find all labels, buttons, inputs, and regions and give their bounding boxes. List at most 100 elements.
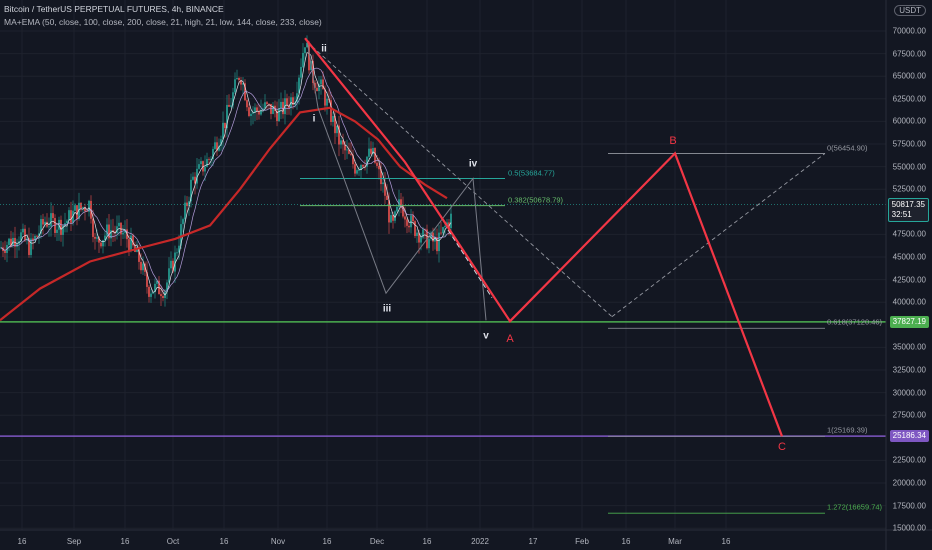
candle-body xyxy=(250,113,252,116)
x-tick-label: Oct xyxy=(166,537,180,546)
candle-body xyxy=(222,122,224,140)
candle-body xyxy=(392,215,394,221)
candle-body xyxy=(152,292,154,294)
candle-body xyxy=(402,205,404,217)
candle-body xyxy=(296,93,298,103)
candle-body xyxy=(76,205,78,219)
candle-body xyxy=(66,220,68,224)
candle-body xyxy=(118,222,120,227)
candle-body xyxy=(70,210,72,223)
candle-body xyxy=(62,225,64,235)
candle-body xyxy=(420,237,422,243)
candle-body xyxy=(430,232,432,239)
candle-body xyxy=(184,202,186,220)
y-tick-label: 62500.00 xyxy=(892,94,926,104)
currency-badge[interactable]: USDT xyxy=(894,5,926,16)
dashed-wave-extension xyxy=(447,229,493,298)
candle-body xyxy=(252,112,254,114)
y-tick-label: 22500.00 xyxy=(892,455,926,465)
candle-body xyxy=(278,108,280,122)
x-tick-label: 17 xyxy=(528,537,538,546)
candle-body xyxy=(180,224,182,246)
green-level-tag: 37827.19 xyxy=(889,316,929,328)
candle-body xyxy=(330,100,332,122)
candle-body xyxy=(422,229,424,238)
candle-body xyxy=(72,210,74,223)
candle-body xyxy=(108,224,110,239)
candle-body xyxy=(106,224,108,236)
fib-label-1: 1(25169.39) xyxy=(827,425,868,435)
candle-body xyxy=(218,145,220,151)
candle-body xyxy=(28,238,30,255)
candle-body xyxy=(414,221,416,236)
y-tick-label: 30000.00 xyxy=(892,388,926,398)
x-tick-label: Mar xyxy=(668,537,682,546)
candle-body xyxy=(130,235,132,251)
chart-title[interactable]: Bitcoin / TetherUS PERPETUAL FUTURES, 4h… xyxy=(4,4,224,14)
candle-body xyxy=(46,221,48,227)
candle-body xyxy=(338,125,340,145)
candle-body xyxy=(172,260,174,272)
candle-body xyxy=(92,218,94,237)
y-tick-label: 15000.00 xyxy=(892,523,926,533)
candle-body xyxy=(210,158,212,160)
candle-body xyxy=(150,293,152,297)
candle-body xyxy=(292,97,294,105)
candle-body xyxy=(368,148,370,157)
candle-body xyxy=(372,148,374,154)
wave-label-iv: iv xyxy=(468,158,478,170)
indicator-legend[interactable]: MA+EMA (50, close, 100, close, 200, clos… xyxy=(4,17,322,27)
candle-body xyxy=(160,294,162,297)
x-tick-label: Sep xyxy=(66,537,82,546)
candle-body xyxy=(40,219,42,234)
candle-body xyxy=(120,222,122,235)
candle-body xyxy=(336,125,338,134)
x-tick-label: 16 xyxy=(219,537,229,546)
candle-body xyxy=(132,235,134,246)
candle-body xyxy=(20,232,22,242)
candle-body xyxy=(370,148,372,154)
candle-body xyxy=(320,79,322,85)
y-tick-label: 55000.00 xyxy=(892,162,926,172)
wave-label-A: A xyxy=(506,333,514,345)
wave-label-iii: iii xyxy=(382,303,392,315)
candle-body xyxy=(162,296,164,299)
candle-body xyxy=(60,219,62,235)
y-tick-label: 27500.00 xyxy=(892,410,926,420)
candle-body xyxy=(376,162,378,166)
abc-correction-line xyxy=(304,37,784,437)
candle-body xyxy=(146,271,148,287)
wave-label-ii: ii xyxy=(321,43,327,55)
fib-label-0.5: 0.5(53684.77) xyxy=(508,168,555,178)
y-tick-label: 60000.00 xyxy=(892,116,926,126)
candle-body xyxy=(78,202,80,219)
candle-body xyxy=(8,238,10,245)
x-tick-label: 16 xyxy=(721,537,731,546)
candle-body xyxy=(398,199,400,207)
candle-body xyxy=(80,202,82,209)
candle-body xyxy=(282,101,284,115)
candle-body xyxy=(174,252,176,272)
candle-body xyxy=(256,107,258,111)
candle-body xyxy=(200,161,202,165)
candle-body xyxy=(356,170,358,174)
candle-body xyxy=(246,100,248,108)
candle-body xyxy=(36,235,38,237)
y-tick-label: 67500.00 xyxy=(892,49,926,59)
candle-body xyxy=(114,231,116,234)
ema-line xyxy=(0,106,448,322)
candle-body xyxy=(42,219,44,225)
candle-body xyxy=(384,182,386,196)
candle-body xyxy=(440,232,442,234)
candle-body xyxy=(308,43,310,71)
candle-body xyxy=(344,144,346,151)
candle-body xyxy=(178,245,180,253)
wave-label-B: B xyxy=(669,135,677,147)
candle-body xyxy=(360,164,362,171)
candle-body xyxy=(390,215,392,223)
candle-body xyxy=(140,261,142,271)
y-tick-label: 57500.00 xyxy=(892,139,926,149)
candle-body xyxy=(96,237,98,239)
candle-body xyxy=(32,238,34,241)
